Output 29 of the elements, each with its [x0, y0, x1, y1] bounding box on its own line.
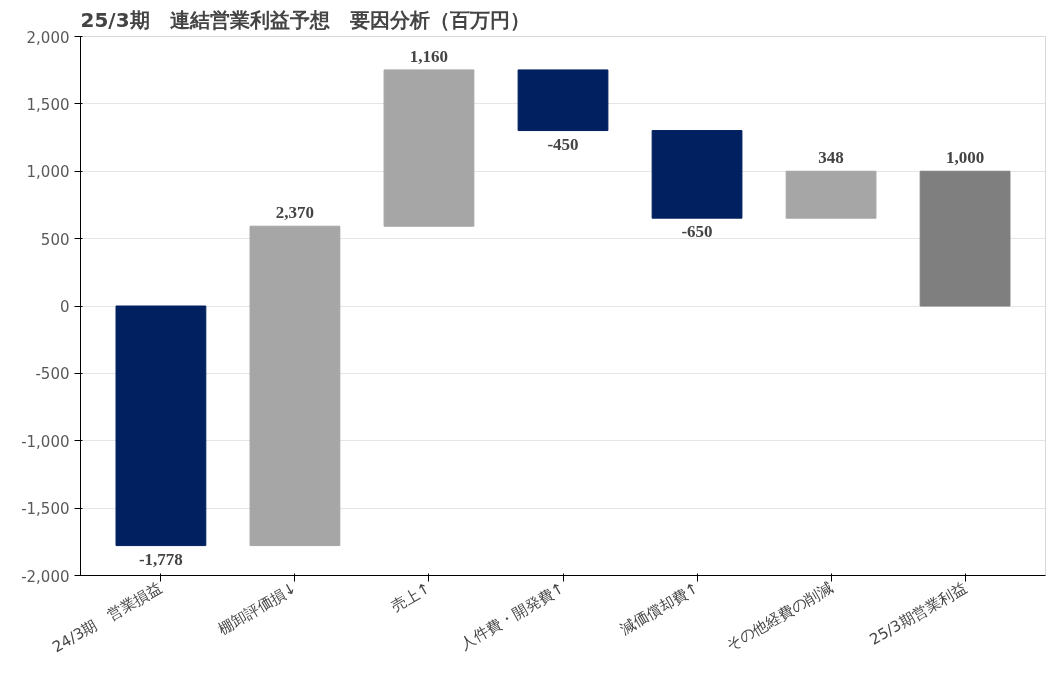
data-label: 1,160	[409, 46, 449, 66]
bar	[115, 305, 207, 547]
data-label: 348	[818, 148, 844, 168]
data-label: -650	[681, 222, 713, 242]
data-label: -1,778	[138, 549, 183, 569]
data-label: 2,370	[275, 203, 315, 223]
y-tick-label: -1,500	[21, 500, 70, 519]
data-label: 1,000	[945, 148, 985, 168]
bar	[517, 69, 609, 132]
x-tick-label: 減価償却費↑	[616, 578, 702, 639]
bar	[249, 225, 341, 547]
bar	[651, 130, 743, 219]
y-tick-label: 1,000	[26, 163, 70, 182]
y-tick-label: 0	[59, 298, 70, 316]
y-tick-label: -500	[35, 365, 70, 384]
x-tick-label: 棚卸評価損↓	[214, 578, 300, 639]
bar	[919, 170, 1011, 307]
y-tick-label: -2,000	[21, 567, 70, 586]
x-tick-label: 売上↑	[387, 578, 434, 616]
x-tick-label: その他経費の削減	[722, 578, 836, 655]
x-tick-label: 人件費・開発費↑	[456, 578, 568, 654]
y-tick-label: 500	[40, 230, 70, 249]
bar	[383, 69, 475, 227]
data-label: -450	[547, 134, 579, 154]
y-tick-label: 1,500	[26, 95, 70, 114]
bar	[785, 170, 877, 219]
y-tick-label: 2,000	[26, 28, 70, 47]
chart-title: 25/3期 連結営業利益予想 要因分析（百万円）	[80, 7, 530, 32]
y-tick-label: -1,000	[21, 432, 70, 451]
